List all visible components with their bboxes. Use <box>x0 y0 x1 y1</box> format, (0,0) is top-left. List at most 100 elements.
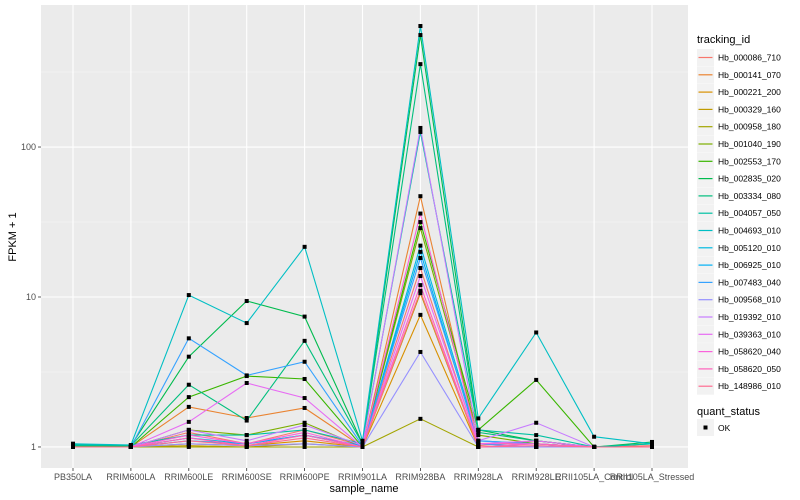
data-point <box>360 438 365 443</box>
data-point <box>186 438 191 443</box>
data-point <box>418 194 423 199</box>
data-point <box>592 444 597 449</box>
legend-label: Hb_058620_050 <box>718 364 781 374</box>
data-point <box>418 274 423 279</box>
legend-label: Hb_002835_020 <box>718 174 781 184</box>
data-point <box>186 430 191 435</box>
data-point <box>186 427 191 432</box>
data-point <box>418 243 423 248</box>
data-point <box>302 438 307 443</box>
x-tick-label: RRIM928BA <box>395 472 445 482</box>
data-point <box>186 444 191 449</box>
data-point <box>476 444 481 449</box>
legend-label: Hb_000329_160 <box>718 104 781 114</box>
data-point <box>534 420 539 425</box>
data-point <box>71 441 75 446</box>
data-point <box>302 433 307 438</box>
data-point <box>244 418 249 423</box>
data-point <box>650 441 654 446</box>
data-point <box>418 125 423 130</box>
data-point <box>360 444 365 449</box>
data-point <box>418 349 423 354</box>
data-point <box>244 438 249 443</box>
data-point <box>302 420 307 425</box>
data-point <box>128 444 133 449</box>
legend-label: Hb_039363_010 <box>718 329 781 339</box>
y-axis: 1 10 100 <box>21 142 41 452</box>
data-point <box>418 416 423 421</box>
data-point <box>302 430 307 435</box>
data-point <box>418 249 423 254</box>
y-tick-label: 100 <box>21 142 36 152</box>
data-point <box>418 33 423 38</box>
data-point <box>244 416 249 421</box>
legend-label: Hb_004693_010 <box>718 226 781 236</box>
data-point <box>476 433 481 438</box>
legend-label: Hb_001040_190 <box>718 139 781 149</box>
x-tick-label: RRIM928LE <box>512 472 561 482</box>
data-point <box>244 380 249 385</box>
data-point <box>476 430 481 435</box>
data-point <box>186 419 191 424</box>
legend-label: Hb_005120_010 <box>718 243 781 253</box>
shape-legend-title: quant_status <box>697 406 760 418</box>
square-point-icon <box>703 425 708 430</box>
legend-label: Hb_000141_070 <box>718 70 781 80</box>
legend-title: tracking_id <box>697 34 750 46</box>
x-axis-title: sample_name <box>329 483 398 495</box>
data-point <box>534 330 539 335</box>
x-tick-label: RRII105LA_Stressed <box>610 472 695 482</box>
data-point <box>186 435 191 440</box>
data-point <box>418 312 423 317</box>
legend-label: Hb_000086_710 <box>718 53 781 63</box>
data-point <box>302 444 307 449</box>
data-point <box>418 291 423 296</box>
legend-label: Hb_006925_010 <box>718 260 781 270</box>
legend-label: Hb_000958_180 <box>718 122 781 132</box>
data-point <box>534 443 539 448</box>
data-point <box>476 427 481 432</box>
data-point <box>186 441 191 446</box>
data-point <box>302 396 307 401</box>
data-point <box>418 24 423 29</box>
data-point <box>244 373 249 378</box>
x-tick-label: PB350LA <box>54 472 92 482</box>
grid-lines <box>41 5 688 468</box>
x-axis: PB350LA RRIM600LA RRIM600LE RRIM600SE RRIM60… <box>54 468 694 482</box>
data-point <box>534 377 539 382</box>
data-point <box>418 255 423 260</box>
legend-label: Hb_000221_200 <box>718 87 781 97</box>
y-tick-label: 10 <box>26 292 36 302</box>
data-point <box>418 220 423 225</box>
data-point <box>302 435 307 440</box>
y-axis-title: FPKM + 1 <box>7 212 19 261</box>
legend-label: Hb_009568_010 <box>718 295 781 305</box>
legend-label: Hb_019392_010 <box>718 312 781 322</box>
data-point <box>244 321 249 326</box>
data-point <box>302 405 307 410</box>
data-point <box>302 376 307 381</box>
plot-panel <box>41 5 688 468</box>
legend-label: Hb_002553_170 <box>718 156 781 166</box>
legend-label: Hb_058620_040 <box>718 347 781 357</box>
data-point <box>592 434 597 439</box>
data-point <box>302 338 307 343</box>
data-point <box>244 443 249 448</box>
data-point <box>302 441 307 446</box>
legend-label: Hb_003334_080 <box>718 191 781 201</box>
shape-legend-label: OK <box>718 423 731 433</box>
legend-label: Hb_148986_010 <box>718 381 781 391</box>
data-point <box>186 336 191 341</box>
data-point <box>418 288 423 293</box>
data-point <box>302 427 307 432</box>
x-tick-label: RRIM600LA <box>106 472 155 482</box>
data-point <box>418 283 423 288</box>
data-point <box>302 244 307 249</box>
data-point <box>476 416 481 421</box>
x-tick-label: RRII105LA_Control <box>555 472 633 482</box>
data-point <box>534 438 539 443</box>
x-tick-label: RRIM600LE <box>164 472 213 482</box>
data-point <box>71 444 75 449</box>
data-point <box>244 299 249 304</box>
